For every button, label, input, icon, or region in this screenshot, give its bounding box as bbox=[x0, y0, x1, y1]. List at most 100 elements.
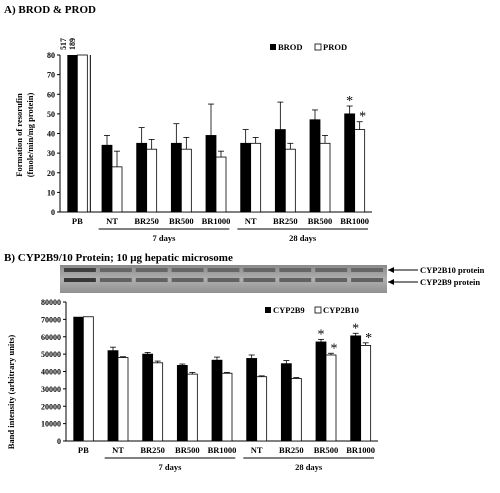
chart-a-category-label: BR500 bbox=[308, 216, 333, 226]
clip-value-brod: 517 bbox=[59, 38, 68, 50]
chart-b-bar-cyp2b9 bbox=[315, 341, 327, 442]
chart-b-category-label: BR500 bbox=[175, 445, 200, 455]
blot-band-lower bbox=[279, 278, 312, 282]
chart-a-category-label: NT bbox=[245, 216, 257, 226]
chart-a-y-tick-label: 30 bbox=[47, 149, 55, 158]
chart-a-legend-swatch-prod bbox=[314, 43, 322, 51]
chart-a-y-tick-label: 70 bbox=[47, 71, 55, 80]
chart-a-bar-prod bbox=[76, 54, 88, 213]
chart-b-bar-cyp2b9 bbox=[280, 363, 292, 442]
chart-b: Band intensity (arbitrary units) 0 10000 2… bbox=[6, 298, 378, 472]
blot-band-lower bbox=[207, 278, 240, 282]
chart-b-group-label: 7 days bbox=[159, 462, 183, 472]
chart-a-category-label: BR250 bbox=[273, 216, 298, 226]
chart-b-bar-cyp2b9 bbox=[211, 359, 223, 442]
chart-a-group-label: 28 days bbox=[289, 233, 317, 243]
chart-a-bar-prod bbox=[111, 166, 123, 213]
chart-b-plot: 0 10000 20000 30000 40000 50000 60000 70000 8000… bbox=[41, 298, 378, 472]
chart-b-bar-cyp2b9 bbox=[246, 358, 258, 442]
chart-a-y-tick-label: 60 bbox=[47, 90, 55, 99]
chart-b-y-tick-label: 10000 bbox=[41, 420, 61, 429]
chart-b-category-label: BR250 bbox=[140, 445, 165, 455]
chart-b-bar-cyp2b10 bbox=[152, 362, 164, 442]
blot-label-cyp2b9: CYP2B9 protein bbox=[420, 277, 480, 287]
chart-b-bar-cyp2b10 bbox=[186, 373, 198, 442]
chart-a-significance-star: * bbox=[346, 94, 353, 109]
chart-b-group-label: 28 days bbox=[295, 462, 323, 472]
chart-b-significance-star: * bbox=[352, 321, 359, 336]
chart-b-bar-cyp2b10 bbox=[290, 378, 302, 442]
chart-a-ylabel-line1: Formation of resorufin bbox=[14, 93, 24, 177]
chart-b-bar-cyp2b10 bbox=[256, 376, 268, 442]
chart-a-bar-prod bbox=[354, 129, 366, 213]
chart-b-y-tick-label: 50000 bbox=[41, 350, 61, 359]
chart-a-y-tick-label: 0 bbox=[51, 208, 55, 217]
chart-a-bar-prod bbox=[284, 148, 296, 213]
blot-band-lower bbox=[243, 278, 276, 282]
blot-arrow-cyp2b10 bbox=[388, 267, 418, 273]
chart-b-y-tick-label: 30000 bbox=[41, 385, 61, 394]
chart-a-title: A) BROD & PROD bbox=[4, 4, 96, 16]
chart-a-bar-prod bbox=[250, 142, 262, 213]
chart-a-bar-brod bbox=[101, 144, 113, 213]
chart-a-category-label: NT bbox=[106, 216, 118, 226]
chart-a-y-tick-label: 20 bbox=[47, 169, 55, 178]
chart-b-bar-cyp2b9 bbox=[107, 350, 119, 442]
blot-band-upper bbox=[243, 268, 276, 272]
blot-band-lower bbox=[99, 278, 132, 282]
blot-band-upper bbox=[99, 268, 132, 272]
blot-arrow-cyp2b9 bbox=[388, 279, 418, 285]
chart-a-ylabel-line2: (fmole/min/mg protein) bbox=[25, 93, 35, 178]
chart-a-y-axis-label: Formation of resorufin (fmole/min/mg pro… bbox=[14, 93, 35, 178]
chart-a-bar-brod bbox=[136, 142, 148, 213]
chart-a-category-label: BR250 bbox=[134, 216, 159, 226]
chart-b-title: B) CYP2B9/10 Protein; 10 μg hepatic micr… bbox=[4, 252, 233, 264]
chart-a-bar-prod bbox=[215, 156, 227, 213]
blot-band-upper bbox=[279, 268, 312, 272]
blot-band-lower bbox=[315, 278, 348, 282]
chart-a-y-tick-label: 80 bbox=[47, 51, 55, 60]
chart-a-y-tick-label: 40 bbox=[47, 130, 55, 139]
chart-b-bar-cyp2b10 bbox=[117, 357, 129, 442]
chart-a-group-label: 7 days bbox=[153, 233, 177, 243]
blot-band-upper bbox=[207, 268, 240, 272]
chart-b-category-label: BR250 bbox=[279, 445, 304, 455]
chart-b-legend-label-cyp2b10: CYP2B10 bbox=[323, 305, 359, 315]
chart-a-bar-prod bbox=[319, 142, 331, 213]
clip-value-prod: 189 bbox=[68, 38, 77, 50]
chart-b-category-label: BR1000 bbox=[208, 445, 237, 455]
chart-b-legend-swatch-cyp2b9 bbox=[265, 307, 271, 313]
chart-b-ylabel: Band intensity (arbitrary units) bbox=[6, 335, 16, 450]
chart-b-category-label: NT bbox=[112, 445, 124, 455]
chart-b-category-label: BR500 bbox=[314, 445, 339, 455]
chart-a-category-label: BR1000 bbox=[340, 216, 369, 226]
chart-a-legend-label-brod: BROD bbox=[278, 42, 303, 52]
chart-b-y-tick-label: 80000 bbox=[41, 298, 61, 307]
chart-b-bar-cyp2b10 bbox=[360, 345, 372, 442]
chart-a-significance-star: * bbox=[359, 110, 366, 125]
chart-b-y-tick-label: 20000 bbox=[41, 402, 61, 411]
blot-band-upper bbox=[171, 268, 204, 272]
chart-a-bar-brod bbox=[240, 142, 252, 213]
chart-b-y-axis-label: Band intensity (arbitrary units) bbox=[6, 335, 16, 450]
chart-b-bar-cyp2b9 bbox=[73, 316, 84, 441]
blot-band-lower bbox=[351, 278, 383, 282]
chart-a-legend-swatch-brod bbox=[270, 44, 276, 50]
chart-b-legend-swatch-cyp2b10 bbox=[314, 306, 322, 314]
chart-a-category-label: BR1000 bbox=[202, 216, 231, 226]
blot-band-upper bbox=[135, 268, 168, 272]
chart-b-category-label: NT bbox=[251, 445, 263, 455]
chart-a-plot: 0 10 20 30 40 50 60 70 80 PB NT BR250 BR500 BR1000 NT B… bbox=[47, 42, 372, 243]
chart-a-y-tick-label: 50 bbox=[47, 110, 55, 119]
blot-band-upper bbox=[351, 268, 383, 272]
blot-band-lower bbox=[171, 278, 204, 282]
blot-band-upper bbox=[64, 268, 96, 272]
chart-b-y-tick-label: 60000 bbox=[41, 333, 61, 342]
chart-a-bar-prod bbox=[180, 148, 192, 213]
chart-b-bar-cyp2b9 bbox=[350, 335, 362, 442]
blot-band-upper bbox=[315, 268, 348, 272]
chart-a-category-label: PB bbox=[72, 216, 83, 226]
chart-b-bar-cyp2b10 bbox=[82, 316, 94, 442]
chart-a-bar-prod bbox=[146, 148, 158, 213]
chart-a-bar-brod bbox=[309, 119, 321, 213]
